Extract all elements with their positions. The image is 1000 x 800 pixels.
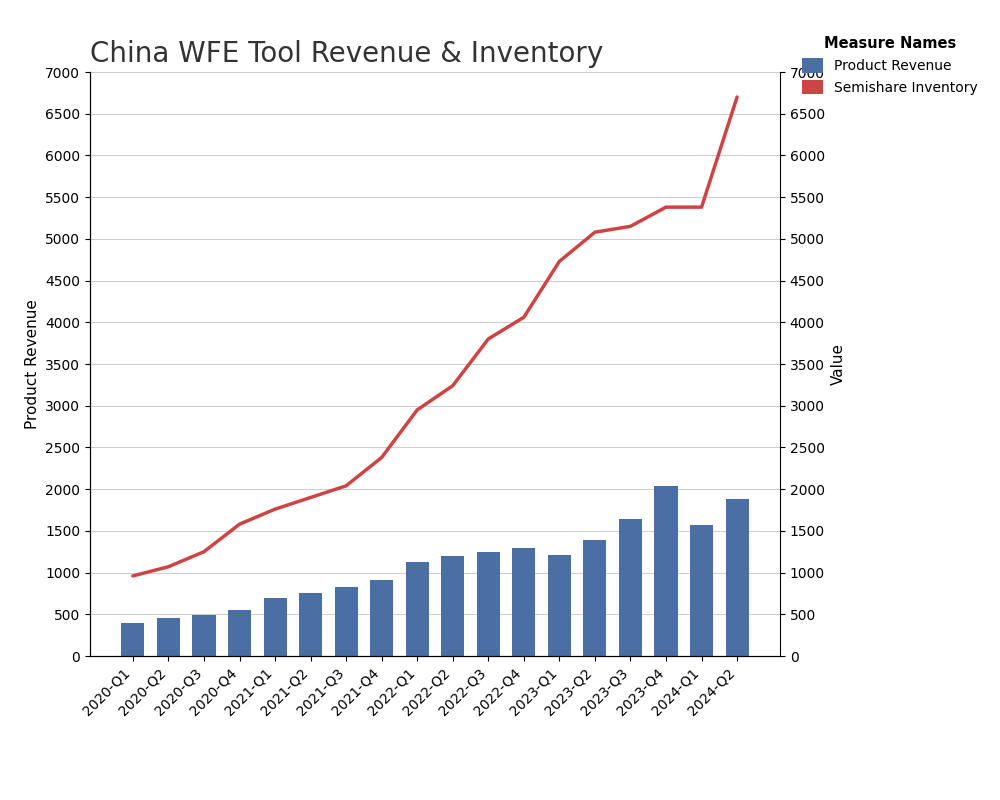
- Bar: [370, 580, 393, 656]
- Bar: [726, 499, 749, 656]
- Bar: [583, 540, 606, 656]
- Text: China WFE Tool Revenue & Inventory: China WFE Tool Revenue & Inventory: [90, 40, 603, 68]
- Bar: [690, 525, 713, 656]
- Bar: [619, 519, 642, 656]
- Bar: [121, 622, 144, 656]
- Bar: [654, 486, 678, 656]
- Bar: [157, 618, 180, 656]
- Bar: [228, 610, 251, 656]
- Bar: [264, 598, 287, 656]
- Bar: [441, 556, 464, 656]
- Bar: [192, 615, 216, 656]
- Y-axis label: Value: Value: [830, 343, 845, 385]
- Bar: [512, 548, 535, 656]
- Bar: [477, 552, 500, 656]
- Bar: [335, 586, 358, 656]
- Bar: [299, 593, 322, 656]
- Bar: [548, 555, 571, 656]
- Bar: [406, 562, 429, 656]
- Legend: Product Revenue, Semishare Inventory: Product Revenue, Semishare Inventory: [796, 31, 983, 101]
- Y-axis label: Product Revenue: Product Revenue: [25, 299, 40, 429]
